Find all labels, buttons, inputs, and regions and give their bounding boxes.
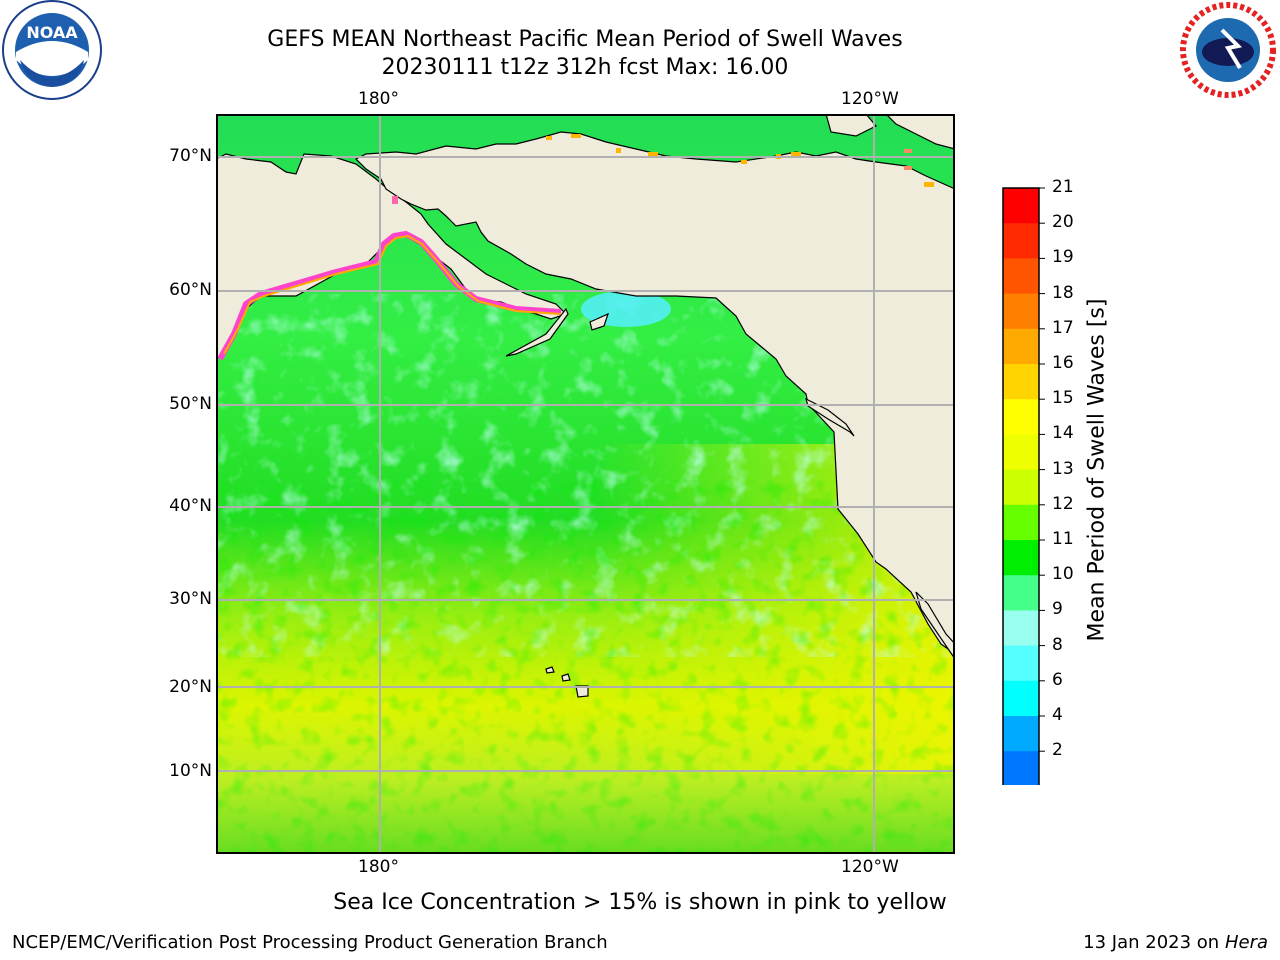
lat-label-70n: 70°N xyxy=(169,146,212,166)
colorbar-segment xyxy=(1003,258,1039,295)
colorbar-segment xyxy=(1003,364,1039,400)
swell-period-map xyxy=(215,113,956,858)
colorbar-segment xyxy=(1003,469,1039,506)
lon-label-bottom-120w: 120°W xyxy=(841,857,899,877)
colorbar-tick-label: 16 xyxy=(1052,353,1074,373)
noaa-logo-icon: NOAA xyxy=(0,0,106,106)
sea-ice-note-text: Sea Ice Concentration > 15% is shown in … xyxy=(333,890,947,915)
lat-label-30n: 30°N xyxy=(169,589,212,609)
colorbar-segment xyxy=(1003,680,1039,717)
ocean-texture-dark xyxy=(216,514,955,854)
colorbar-segment xyxy=(1003,504,1039,541)
colorbar-segment xyxy=(1003,610,1039,647)
colorbar-segment xyxy=(1003,540,1039,576)
colorbar-tick-label: 10 xyxy=(1052,564,1074,585)
colorbar-segment xyxy=(1003,328,1039,365)
lon-label-top-180: 180° xyxy=(358,89,399,109)
sea-ice-edge xyxy=(217,231,562,361)
colorbar-segment xyxy=(1003,293,1039,330)
lat-label-60n: 60°N xyxy=(169,280,212,300)
lat-label-40n: 40°N xyxy=(169,496,212,516)
colorbar-tick-label: 4 xyxy=(1052,705,1063,725)
colorbar-tick-label: 6 xyxy=(1052,669,1063,690)
colorbar-label: Mean Period of Swell Waves [s] xyxy=(1084,298,1110,642)
footer-date-text: 13 Jan 2023 on xyxy=(1083,932,1225,953)
colorbar-tick-label: 15 xyxy=(1052,388,1074,409)
lat-label-10n: 10°N xyxy=(169,761,212,781)
colorbar-tick-label: 9 xyxy=(1052,599,1063,620)
colorbar-segment xyxy=(1003,716,1039,752)
map-frame xyxy=(216,114,955,854)
colorbar-tick-label: 14 xyxy=(1052,423,1074,444)
colorbar-segment xyxy=(1003,223,1039,259)
sea-ice-note: Sea Ice Concentration > 15% is shown in … xyxy=(0,890,1280,915)
colorbar-tick-label: 17 xyxy=(1052,317,1074,338)
colorbar-segment xyxy=(1003,575,1039,611)
colorbar xyxy=(996,180,1046,816)
colorbar-segment xyxy=(1003,751,1039,787)
colorbar-tick-label: 12 xyxy=(1052,493,1074,514)
lat-label-20n: 20°N xyxy=(169,677,212,697)
lat-label-50n: 50°N xyxy=(169,394,212,414)
footer-date: 13 Jan 2023 on Hera xyxy=(1083,932,1268,953)
plot-subtitle: 20230111 t12z 312h fcst Max: 16.00 xyxy=(381,55,789,80)
colorbar-tick-label: 20 xyxy=(1052,212,1074,233)
lon-label-bottom-180: 180° xyxy=(358,857,399,877)
colorbar-tick-label: 2 xyxy=(1052,740,1063,761)
footer-host: Hera xyxy=(1224,932,1268,953)
colorbar-tick-label: 18 xyxy=(1052,282,1074,303)
plot-title: GEFS MEAN Northeast Pacific Mean Period … xyxy=(267,27,903,52)
colorbar-tick-label: 8 xyxy=(1052,634,1063,655)
colorbar-tick-label: 11 xyxy=(1052,529,1074,549)
colorbar-tick-label: 19 xyxy=(1052,247,1074,268)
graticule xyxy=(216,114,955,854)
noaa-logo-text: NOAA xyxy=(26,23,78,42)
colorbar-segment xyxy=(1003,188,1039,224)
colorbar-tick-label: 13 xyxy=(1052,458,1074,479)
colorbar-segment xyxy=(1003,434,1039,471)
footer-credit: NCEP/EMC/Verification Post Processing Pr… xyxy=(12,932,608,953)
colorbar-tick-label: 21 xyxy=(1052,177,1074,197)
colorbar-segment xyxy=(1003,399,1039,435)
lon-label-top-120w: 120°W xyxy=(841,89,899,109)
colorbar-segment xyxy=(1003,645,1039,682)
nws-logo-icon xyxy=(1178,0,1280,104)
